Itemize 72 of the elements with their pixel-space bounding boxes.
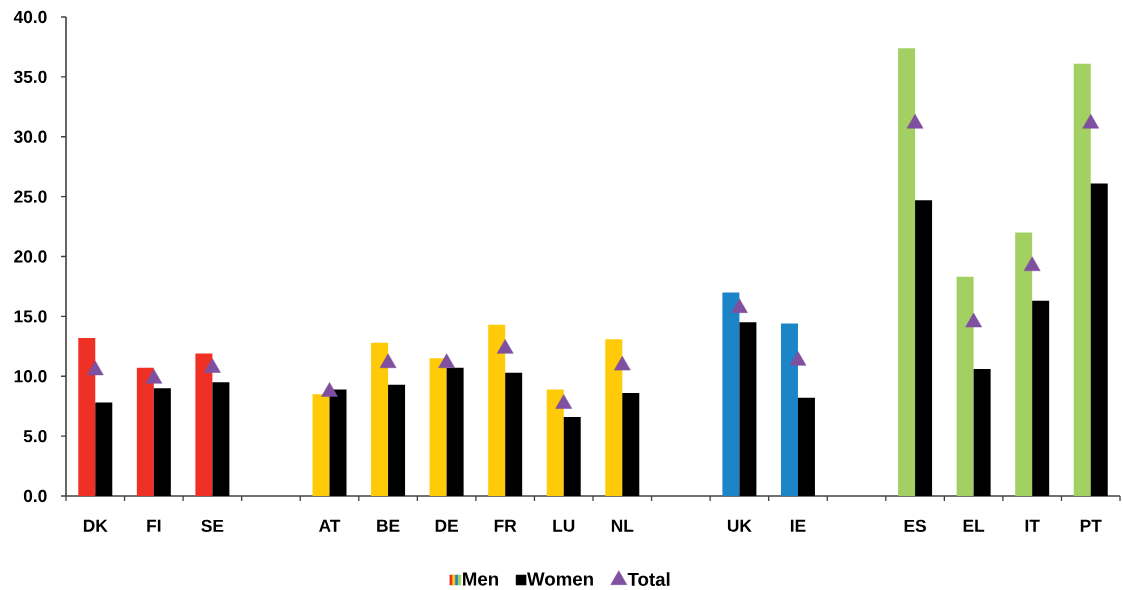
y-tick-label: 40.0 (13, 10, 47, 24)
bar (153, 388, 171, 496)
bar (973, 369, 991, 496)
point (379, 353, 397, 368)
legend-label: Total (627, 572, 670, 586)
bar (136, 367, 154, 496)
point (1023, 256, 1041, 271)
x-tick-label: EL (963, 519, 985, 532)
point (555, 394, 573, 409)
y-tick-label: 20.0 (14, 250, 47, 263)
point (1082, 114, 1100, 129)
y-tick-label: 0.0 (23, 489, 47, 503)
y-tick-label: 5.0 (23, 429, 47, 443)
x-tick-label: IT (1025, 519, 1040, 532)
bar (312, 394, 330, 496)
bar (605, 339, 623, 496)
y-tick-label: 10.0 (14, 370, 47, 383)
point (613, 355, 631, 371)
x-tick-label: NL (611, 519, 634, 532)
x-tick-label: LU (553, 519, 575, 532)
x-tick-label: DK (83, 519, 108, 532)
x-tick-label: PT (1080, 519, 1102, 532)
point (438, 353, 455, 368)
bar (78, 337, 96, 496)
bar (898, 48, 916, 496)
y-tick-label: 30.0 (13, 130, 47, 143)
bar (956, 276, 974, 496)
bar (780, 323, 798, 496)
bar (797, 397, 815, 496)
bar (329, 389, 347, 496)
bar (722, 292, 740, 496)
bar (505, 372, 523, 496)
point (204, 358, 221, 373)
x-tick-label: ES (904, 519, 926, 532)
bar (446, 367, 464, 496)
x-tick-label: AT (319, 519, 341, 532)
bar (1090, 183, 1108, 496)
x-tick-label: FI (147, 519, 161, 532)
bar (429, 358, 447, 496)
bar (1073, 63, 1091, 496)
y-tick-label: 15.0 (14, 310, 47, 323)
point (906, 114, 924, 129)
x-tick-label: BE (377, 519, 400, 532)
point (789, 351, 807, 366)
bar (212, 382, 230, 496)
point (965, 312, 982, 328)
point (321, 382, 338, 397)
x-tick-label: UK (727, 519, 752, 532)
bar (563, 416, 581, 496)
bar (915, 200, 933, 496)
bar (371, 342, 389, 496)
point (145, 369, 163, 384)
bar (546, 389, 564, 496)
point (731, 298, 748, 313)
x-tick-label: IE (790, 519, 806, 532)
x-tick-label: SE (201, 519, 224, 532)
bar (1032, 300, 1050, 496)
y-tick-label: 25.0 (14, 190, 47, 203)
legend-label: Men (463, 572, 498, 586)
bar (488, 324, 506, 496)
x-tick-label: FR (494, 519, 517, 532)
bar (95, 402, 113, 496)
legend-label: Women (527, 572, 593, 586)
y-tick-label: 35.0 (13, 70, 47, 84)
bar (739, 322, 757, 496)
bar (195, 353, 213, 496)
point (86, 360, 104, 376)
bar (388, 384, 406, 496)
bar (622, 393, 640, 496)
x-tick-label: DE (435, 519, 458, 532)
point (496, 339, 514, 354)
bar (1015, 232, 1033, 496)
